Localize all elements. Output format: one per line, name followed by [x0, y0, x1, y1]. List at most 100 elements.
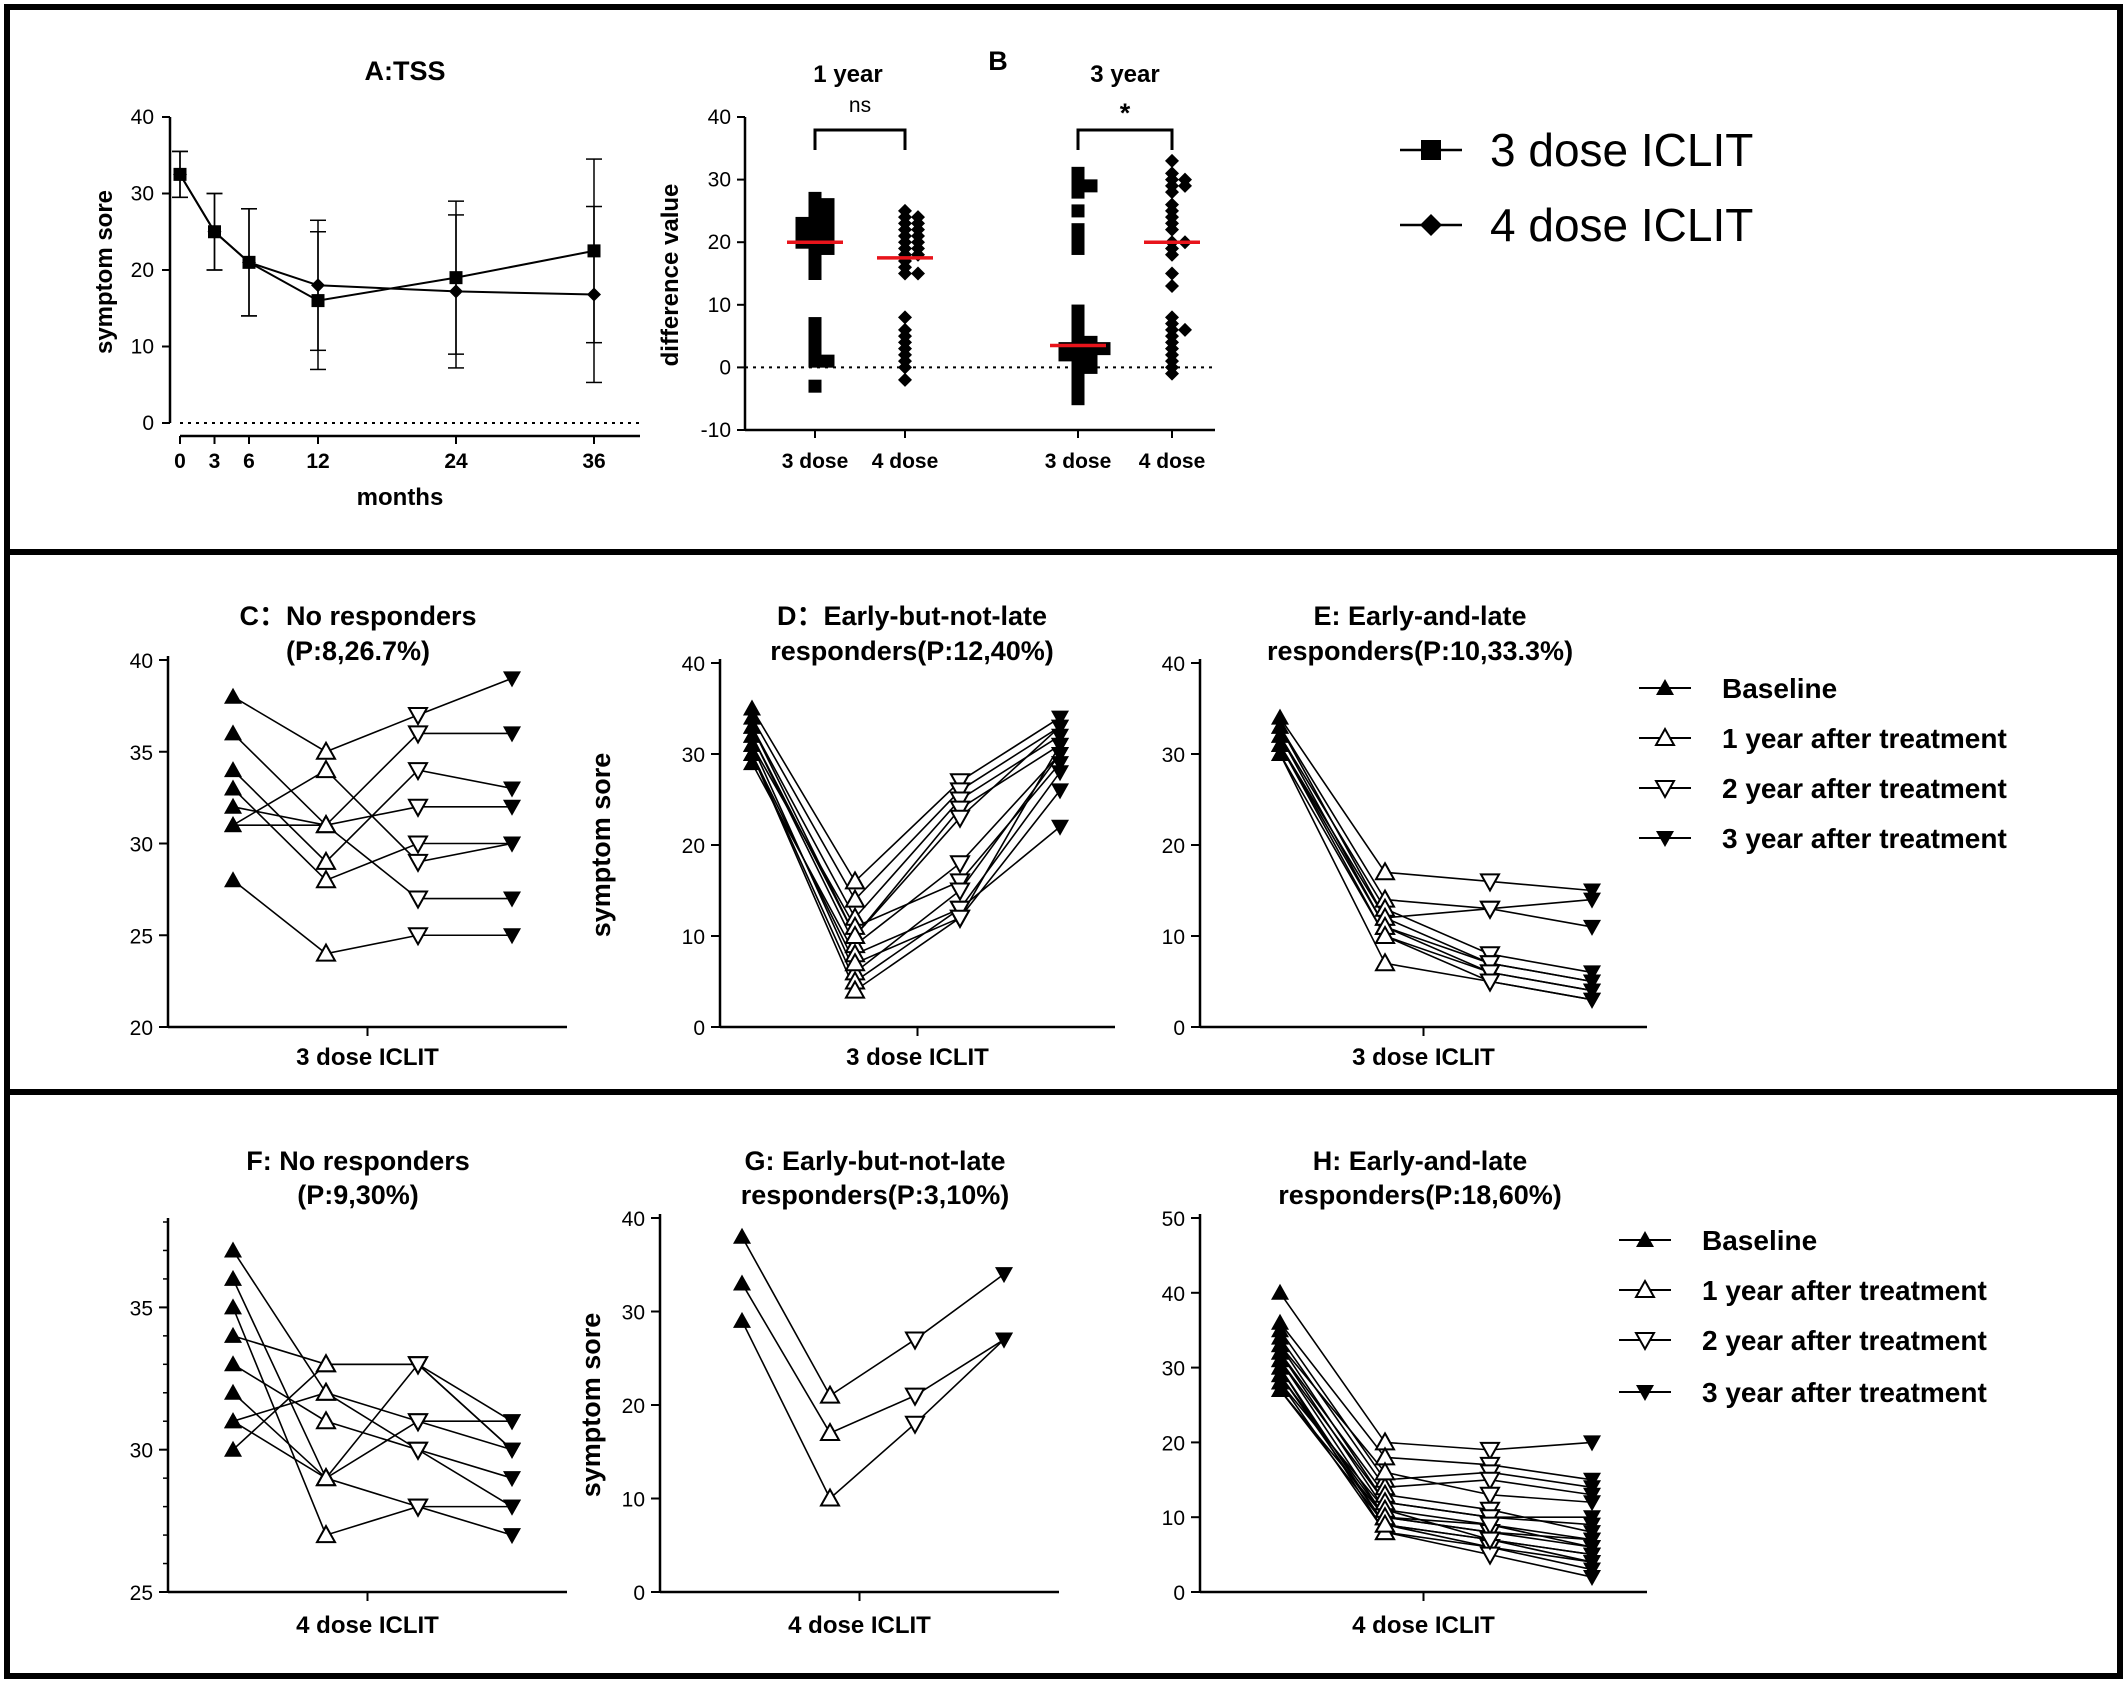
point-baseline: [743, 745, 761, 761]
x-label: 3 dose ICLIT: [846, 1044, 989, 1071]
point-year3: [1051, 765, 1069, 782]
legend-bot: Baseline 1 year after treatment 2 year aft…: [1619, 1225, 1987, 1408]
point-year3: [503, 1442, 521, 1459]
point-year3: [1583, 992, 1601, 1009]
point-baseline: [1271, 726, 1289, 743]
point-year3: [1051, 737, 1069, 754]
subject-line: [1279, 1382, 1593, 1556]
subject-line: [1279, 735, 1593, 974]
point-year2: [904, 1415, 926, 1435]
y-tick-label: 0: [1173, 1017, 1185, 1040]
point-year2: [949, 773, 971, 793]
subject-line: [751, 726, 1061, 938]
point-baseline: [224, 1298, 242, 1315]
point-year1: [315, 1410, 337, 1430]
figure-frame: [4, 4, 2123, 1679]
panel-d: D：Early-but-not-late responders(P:12,40%)…: [586, 601, 1115, 1071]
y-label: symptom sore: [586, 753, 616, 938]
point-year2: [407, 927, 429, 947]
point-year3: [503, 726, 521, 743]
point-year2: [1479, 873, 1501, 893]
y-tick-label: 30: [130, 1440, 153, 1463]
panel-b: B 1 year 3 year -10 0 10 20 30 40 difference valu…: [657, 46, 1215, 473]
point-year3: [503, 799, 521, 816]
point-baseline: [743, 735, 761, 752]
point-baseline: [743, 717, 761, 734]
legend-marker: [1636, 1385, 1654, 1401]
panel-b-point: [1071, 223, 1085, 237]
subject-line: [1279, 1389, 1593, 1563]
subject-line: [751, 744, 1061, 965]
panel-title: C：No responders: [239, 601, 476, 631]
panel-b-point: [1165, 153, 1179, 168]
panel-b-point: [898, 360, 912, 375]
panel-a-x-tick-label: 3: [209, 450, 221, 473]
panel-a-x-label: months: [357, 484, 444, 511]
point-baseline: [1271, 1283, 1289, 1300]
panel-title: G: Early-but-not-late: [745, 1146, 1006, 1176]
point-year3: [1583, 919, 1601, 936]
point-year1: [315, 759, 337, 779]
panel-b-x-tick-label: 3 dose: [782, 450, 849, 473]
point-year3: [1051, 710, 1069, 727]
point-year1: [844, 952, 866, 972]
panel-b-y-tick-label: -10: [701, 419, 731, 442]
point-year1: [315, 850, 337, 870]
x-label: 3 dose ICLIT: [1352, 1044, 1495, 1071]
panel-a-y-tick-label: 0: [142, 412, 154, 435]
legend-label: Baseline: [1722, 673, 1837, 704]
panel-a-x-tick-label: 6: [243, 450, 255, 473]
point-year3: [995, 1267, 1013, 1284]
panel-b-point: [1071, 185, 1085, 199]
panel-b-y-tick-label: 40: [708, 106, 731, 129]
legend-label: 3 dose ICLIT: [1490, 124, 1753, 176]
subject-line: [1279, 744, 1593, 983]
panel-b-point: [898, 310, 912, 325]
point-year3: [1583, 1555, 1601, 1572]
point-year1: [315, 869, 337, 889]
panel-b-y-tick-label: 20: [708, 231, 731, 254]
point-year1: [844, 924, 866, 944]
panel-b-point: [1084, 179, 1098, 193]
y-tick-label: 20: [682, 835, 705, 858]
subject-line: [232, 1392, 513, 1480]
point-year3: [1583, 965, 1601, 982]
subject-line: [751, 735, 1061, 947]
panel-b-point: [808, 267, 822, 280]
subject-line: [1279, 1359, 1593, 1526]
legend-label: Baseline: [1702, 1225, 1817, 1256]
point-baseline: [1271, 745, 1289, 761]
panel-b-point: [808, 317, 822, 331]
point-year1: [819, 1422, 841, 1442]
point-year3: [1583, 974, 1601, 991]
panel-a-x-tick-label: 0: [174, 450, 186, 473]
panel-a-x-tick-label: 12: [306, 450, 329, 473]
point-baseline: [743, 699, 761, 716]
subject-line: [751, 753, 1061, 992]
subject-line: [1279, 1389, 1593, 1548]
subject-line: [751, 708, 1061, 883]
subject-line: [1279, 1374, 1593, 1541]
panel-b-point: [821, 241, 835, 255]
legend-marker: [1654, 726, 1676, 746]
panel-b-bracket: [813, 128, 907, 150]
point-year1: [1374, 1513, 1396, 1533]
point-year2: [1479, 1471, 1501, 1491]
point-baseline: [224, 816, 242, 833]
point-year3: [503, 1528, 521, 1545]
subject-line: [751, 726, 1061, 920]
point-baseline: [224, 871, 242, 888]
legend-mid: Baseline 1 year after treatment 2 year aft…: [1639, 673, 2007, 854]
point-year3: [1051, 728, 1069, 745]
y-tick-label: 40: [682, 653, 705, 676]
point-baseline: [224, 724, 242, 741]
point-year3: [1051, 783, 1069, 800]
point-year2: [949, 782, 971, 802]
panel-a-y-label: symptom sore: [91, 190, 118, 354]
legend-label: 2 year after treatment: [1702, 1325, 1987, 1356]
y-tick-label: 30: [622, 1302, 645, 1325]
panel-a-y-tick-label: 20: [131, 259, 154, 282]
legend-label: 1 year after treatment: [1702, 1275, 1987, 1306]
subject-line: [232, 1363, 513, 1508]
point-year2: [1479, 900, 1501, 920]
